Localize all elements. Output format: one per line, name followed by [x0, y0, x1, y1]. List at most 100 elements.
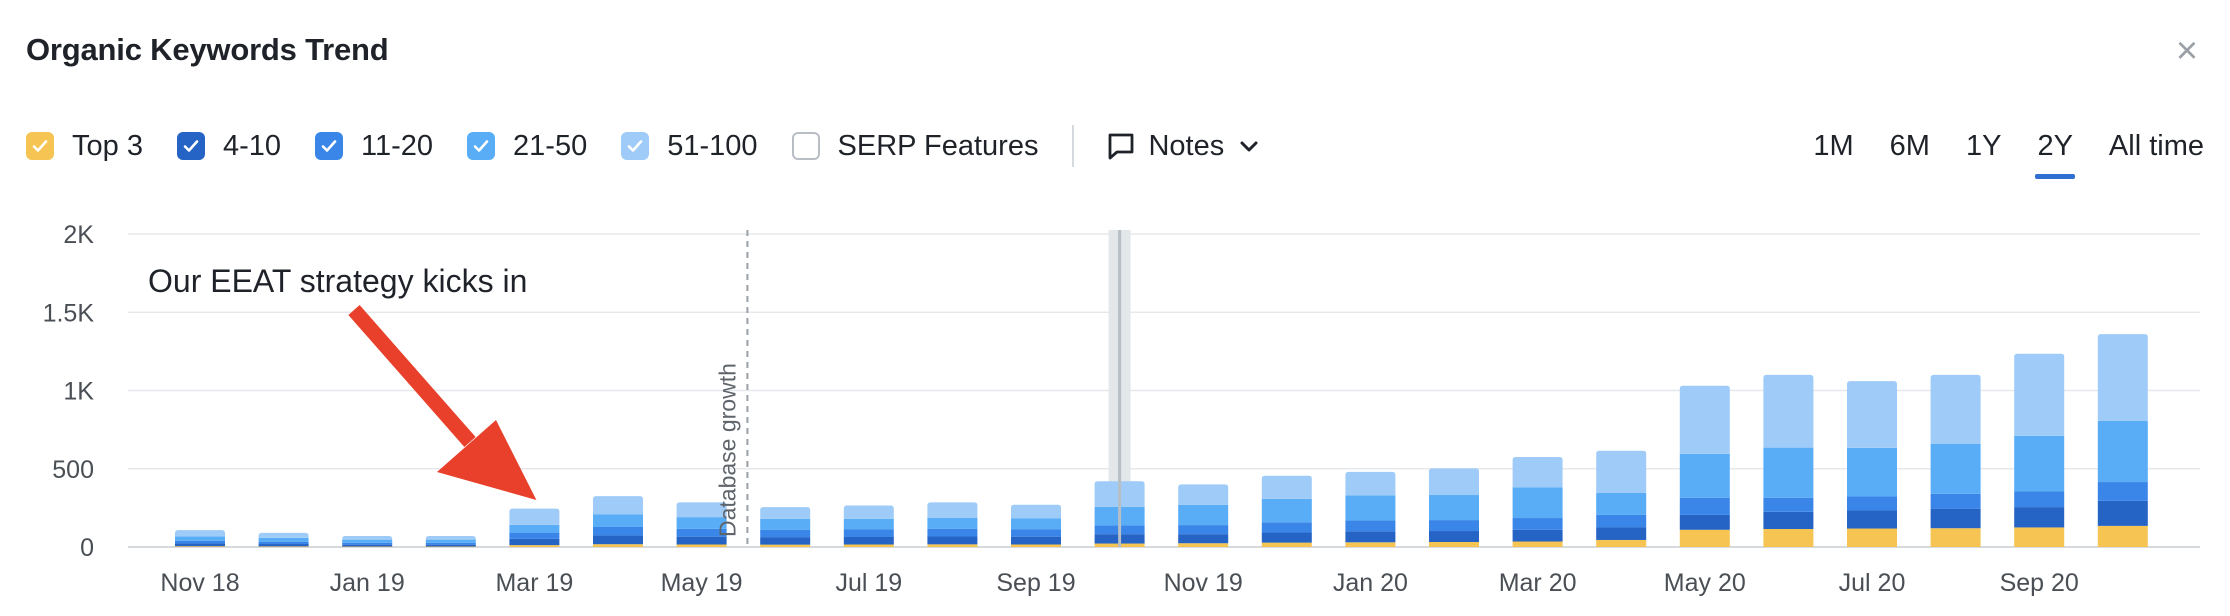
bar-segment — [593, 526, 643, 536]
bar-segment — [760, 518, 811, 530]
period-all-time[interactable]: All time — [2108, 129, 2204, 162]
bar-segment — [927, 528, 978, 537]
x-tick-label: Jul 19 — [835, 569, 902, 597]
bar-segment — [1847, 496, 1897, 511]
period-2y[interactable]: 2Y — [2035, 129, 2076, 179]
bar-segment — [1596, 450, 1647, 494]
checkbox-icon[interactable] — [176, 132, 205, 160]
legend-item-serp-features[interactable]: SERP Features — [791, 129, 1039, 163]
bar-segment — [1847, 381, 1897, 448]
bar-segment — [1429, 520, 1479, 532]
x-tick-label: Jul 20 — [1839, 569, 1906, 597]
bar-segment — [175, 546, 225, 547]
bar-segment — [1011, 504, 1061, 519]
bar-segment — [1345, 531, 1396, 543]
legend-label: SERP Features — [837, 129, 1039, 162]
bar-segment — [676, 544, 727, 547]
bar-segment — [1345, 495, 1396, 521]
legend: Top 3 4-10 11-20 21-50 51-100 SERP Featu… — [26, 125, 1260, 167]
checkbox-icon[interactable] — [467, 132, 496, 160]
keywords-stacked-bar-chart: 0 500 1K 1.5K 2K Database growth Nov 18 Jan 19 M… — [43, 221, 2200, 597]
x-tick-label: May 20 — [1664, 569, 1746, 597]
bar-segment — [1763, 497, 1814, 512]
checkbox-icon[interactable] — [621, 132, 650, 160]
checkbox-icon[interactable] — [791, 132, 820, 160]
bar-segment — [1930, 508, 1981, 529]
bar-segment — [2097, 482, 2148, 501]
y-tick-label: 2K — [63, 221, 94, 249]
period-6m[interactable]: 6M — [1889, 129, 1930, 162]
bar-segment — [425, 539, 476, 543]
legend-item-top3[interactable]: Top 3 — [26, 130, 143, 163]
legend-label: 4-10 — [222, 129, 281, 162]
bar-segment — [2014, 353, 2065, 436]
bar-segment — [927, 517, 978, 529]
bar-segment — [342, 544, 393, 547]
bar-segment — [1011, 529, 1061, 537]
close-icon[interactable]: × — [2175, 30, 2199, 72]
period-selector: 1M 6M 1Y 2Y All time — [1777, 126, 2204, 179]
period-1m[interactable]: 1M — [1813, 129, 1854, 162]
bar-segment — [1512, 457, 1563, 488]
checkbox-icon[interactable] — [315, 132, 343, 160]
bar-segment — [2097, 334, 2148, 422]
checkbox-icon[interactable] — [26, 132, 54, 160]
bar-segment — [676, 536, 727, 545]
bar-segment — [1261, 532, 1312, 543]
bar-segment — [342, 542, 393, 545]
bar-segment — [1178, 504, 1229, 526]
bar-segment — [1261, 475, 1312, 499]
bar-segment — [1512, 487, 1563, 519]
notes-dropdown[interactable]: Notes — [1106, 130, 1260, 163]
bar-segment — [1178, 484, 1229, 505]
bar-segment — [175, 540, 225, 544]
bar-segment — [1429, 495, 1479, 521]
bar-segment — [1679, 385, 1730, 454]
notes-label: Notes — [1148, 129, 1225, 162]
bar-segment — [425, 542, 476, 545]
x-tick-label: Nov 19 — [1164, 569, 1243, 597]
bar-segment — [843, 544, 894, 547]
bar-segment — [2097, 500, 2148, 526]
bar-segment — [1011, 518, 1061, 530]
bar-segment — [760, 544, 811, 547]
bar-segment — [1679, 497, 1730, 515]
bar-segment — [1596, 493, 1647, 515]
bar-segment — [1847, 510, 1897, 529]
divider — [1072, 125, 1075, 167]
bar-segment — [175, 530, 225, 537]
period-1y[interactable]: 1Y — [1965, 129, 2002, 162]
bar-segment — [425, 536, 476, 540]
bar-segment — [1345, 520, 1396, 532]
bar-segment — [1847, 528, 1897, 547]
bar-segment — [1512, 518, 1563, 530]
bar-segment — [676, 517, 727, 529]
legend-item-4-10[interactable]: 4-10 — [176, 129, 281, 163]
legend-item-11-20[interactable]: 11-20 — [315, 130, 433, 163]
bar-segment — [593, 544, 643, 547]
bar-segment — [1429, 531, 1479, 542]
bar-segment — [1763, 374, 1814, 448]
bar-segment — [843, 505, 894, 519]
x-tick-label: Jan 20 — [1333, 569, 1408, 597]
annotation-arrow-shaft — [348, 305, 476, 447]
bar-segment — [927, 502, 978, 518]
bar-segment — [1763, 447, 1814, 498]
x-tick-label: Nov 18 — [160, 569, 239, 597]
bar-segment — [258, 537, 309, 542]
y-tick-label: 500 — [52, 456, 94, 484]
bar-segment — [1596, 539, 1647, 547]
annotation-text: Our EEAT strategy kicks in — [148, 263, 527, 299]
bar-segment — [509, 532, 560, 539]
bar-segment — [1596, 514, 1647, 528]
comment-icon — [1109, 133, 1134, 160]
annotation-arrow-head — [437, 420, 537, 500]
x-tick-label: Sep 19 — [996, 569, 1075, 597]
bar-segment — [1847, 447, 1897, 497]
bar-segment — [1930, 528, 1981, 547]
page-title: Organic Keywords Trend — [26, 32, 389, 67]
bar-segment — [843, 529, 894, 537]
legend-item-51-100[interactable]: 51-100 — [621, 130, 758, 163]
y-tick-label: 1K — [63, 378, 94, 406]
legend-item-21-50[interactable]: 21-50 — [467, 130, 587, 163]
